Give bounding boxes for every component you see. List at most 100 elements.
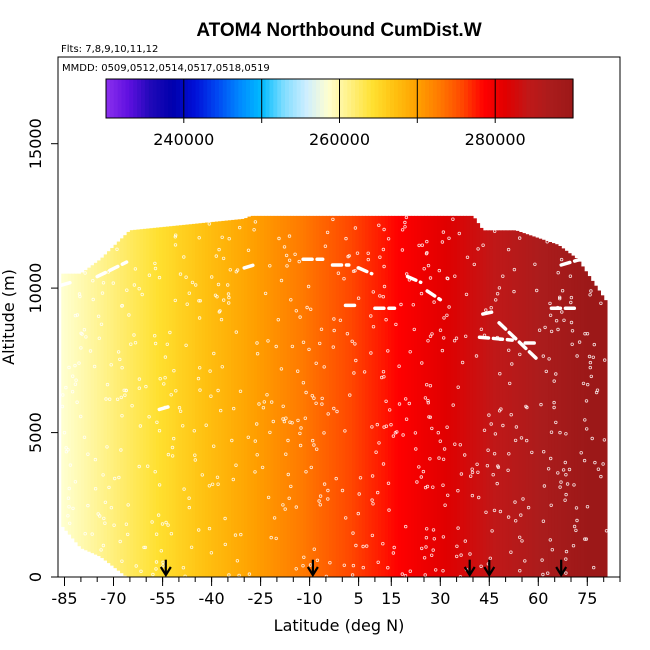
sample-point	[464, 292, 469, 297]
sample-point	[172, 369, 176, 373]
sample-point	[104, 397, 108, 401]
colorbar-cell	[436, 79, 442, 118]
sample-point	[420, 546, 424, 551]
sample-point	[453, 442, 457, 446]
heatmap-cell	[237, 219, 242, 577]
sample-point	[265, 393, 269, 397]
colorbar-cell	[518, 79, 524, 118]
x-tick-label: 45	[479, 589, 499, 608]
flight-arrow-head	[555, 566, 568, 578]
colorbar-cell	[351, 79, 356, 118]
sample-point	[230, 438, 234, 443]
colorbar-cell	[541, 79, 547, 118]
heatmap-cell	[280, 215, 285, 577]
sample-point	[120, 366, 124, 370]
colorbar-cell	[390, 79, 395, 118]
sample-point	[252, 228, 256, 232]
heatmap-cell	[544, 240, 549, 577]
sample-point	[556, 271, 560, 275]
sample-point	[262, 400, 266, 404]
sample-point	[554, 319, 559, 323]
colorbar-cell	[265, 79, 271, 118]
sample-point	[464, 334, 468, 338]
sample-point	[119, 448, 123, 452]
sample-point	[170, 445, 175, 450]
sample-point	[66, 514, 70, 518]
heatmap-cell	[198, 223, 203, 577]
heatmap-cell	[590, 280, 595, 577]
heatmap-cell	[165, 226, 170, 577]
sample-point	[549, 456, 553, 461]
sample-point	[277, 236, 281, 241]
sample-point	[455, 554, 459, 559]
sample-point	[137, 377, 142, 381]
sample-point	[309, 465, 313, 470]
y-tick-label: 5000	[26, 412, 45, 453]
heatmap-cell	[97, 260, 102, 557]
sample-point	[369, 351, 373, 355]
colorbar-cell	[121, 79, 127, 118]
sample-point	[389, 423, 393, 427]
colorbar-cell	[534, 79, 539, 118]
sample-point	[158, 377, 162, 381]
sample-point	[574, 506, 579, 510]
sample-point	[350, 573, 355, 577]
colorbar-cell	[417, 79, 422, 118]
sample-point	[101, 543, 106, 548]
heatmap-cell	[440, 215, 445, 577]
sample-point	[378, 294, 382, 298]
heatmap-cell	[345, 215, 350, 577]
sample-point	[82, 328, 87, 332]
sample-point	[221, 256, 226, 261]
sample-point	[585, 505, 590, 509]
heatmap-cell	[352, 215, 356, 577]
sample-point	[123, 393, 127, 397]
sample-point	[181, 566, 186, 570]
sample-point	[445, 425, 449, 429]
heatmap-cell	[159, 227, 164, 577]
heatmap-cell	[156, 227, 160, 577]
sample-point	[153, 266, 158, 271]
colorbar-cell	[386, 79, 391, 118]
sample-point	[100, 291, 105, 295]
colorbar-cell	[456, 79, 461, 118]
sample-point	[168, 330, 172, 335]
heatmap-cell	[593, 285, 598, 577]
sample-point	[119, 395, 123, 400]
sample-point	[432, 300, 436, 304]
sample-point	[386, 237, 391, 241]
sample-point	[75, 400, 79, 404]
sample-point	[356, 296, 361, 300]
heatmap-cell	[322, 215, 327, 577]
sample-point	[73, 363, 77, 368]
flight-arrow	[555, 559, 568, 578]
heatmap-cell	[453, 215, 458, 577]
colorbar-cell	[405, 79, 411, 118]
sample-point	[173, 298, 177, 303]
heatmap-cell	[512, 230, 517, 577]
sample-point	[189, 545, 194, 549]
sample-point	[430, 332, 434, 336]
plot-frame	[57, 56, 621, 578]
sample-point	[74, 378, 78, 382]
sample-point	[492, 452, 497, 456]
heatmap-cell	[312, 215, 317, 577]
sample-point	[66, 448, 70, 452]
sample-point	[193, 453, 197, 457]
heatmap-cell	[332, 215, 337, 577]
sample-point	[84, 335, 88, 339]
colorbar-cell	[358, 79, 364, 118]
colorbar-cell	[471, 79, 477, 118]
colorbar-cell	[257, 79, 263, 118]
sample-point	[343, 429, 347, 433]
sample-point	[426, 401, 430, 405]
colorbar-cell	[378, 79, 383, 118]
sample-point	[558, 485, 562, 489]
sample-point	[261, 406, 266, 410]
heatmap-cell	[492, 230, 497, 577]
sample-point	[484, 510, 488, 514]
heatmap-cell	[397, 215, 402, 577]
sample-point	[209, 551, 214, 555]
x-tick-label: 60	[528, 589, 548, 608]
sample-point	[134, 564, 138, 568]
